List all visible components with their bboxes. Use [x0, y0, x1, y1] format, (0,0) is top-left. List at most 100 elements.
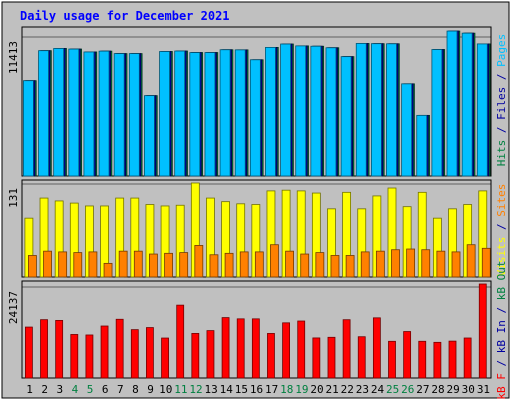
bar-kbytes-kb-f-10 — [161, 337, 169, 379]
day-label-6: 6 — [102, 383, 109, 396]
bar-kbytes-kb-f-29 — [448, 340, 457, 379]
bar-sites-sites-22 — [345, 255, 355, 278]
day-label-7: 7 — [117, 383, 124, 396]
bar-kbytes-kb-f-12 — [191, 333, 200, 379]
bar-hits-pages-2 — [38, 50, 49, 177]
bar-hits-pages-29 — [446, 30, 458, 177]
panel-sites: 131 Visits / Sites — [7, 179, 508, 278]
max-label-kbytes: 24137 — [7, 291, 20, 324]
bar-kbytes-kb-f-31 — [478, 283, 487, 379]
legend-entry: / — [495, 67, 508, 87]
bar-kbytes-kb-f-11 — [176, 304, 185, 379]
day-labels: 1 2 3 4 5 6 7 8 9 10 11 12 13 14 15 16 17 18 19 20 21 22 23 24 2… — [26, 383, 490, 396]
bar-kbytes-kb-f-23 — [357, 336, 366, 379]
bar-hits-pages-24 — [370, 43, 382, 177]
day-label-28: 28 — [431, 383, 444, 396]
legend-entry: kB F — [495, 373, 508, 400]
legend-entry: kB Out — [495, 260, 508, 300]
day-label-15: 15 — [235, 383, 248, 396]
bar-kbytes-kb-f-18 — [282, 322, 290, 379]
bar-kbytes-kb-f-26 — [403, 331, 412, 379]
bars-hits — [22, 30, 491, 177]
day-label-2: 2 — [41, 383, 48, 396]
bar-sites-sites-1 — [27, 255, 37, 278]
bar-kbytes-kb-f-16 — [251, 318, 260, 379]
bars-kbytes — [24, 283, 487, 379]
bar-hits-pages-8 — [128, 53, 140, 177]
bar-sites-sites-4 — [73, 252, 83, 278]
bar-kbytes-kb-f-13 — [206, 330, 215, 379]
bar-sites-sites-11 — [179, 252, 189, 278]
bar-sites-sites-28 — [436, 250, 446, 278]
bar-hits-pages-3 — [53, 48, 65, 177]
bar-kbytes-kb-f-20 — [312, 337, 321, 379]
chart-title: Daily usage for December 2021 — [20, 9, 230, 23]
bar-hits-pages-1 — [22, 80, 34, 177]
legend-hits: Hits / Files / Pages — [495, 34, 508, 167]
legend-entry: / — [495, 120, 508, 140]
bar-hits-pages-7 — [113, 53, 125, 177]
bar-hits-pages-28 — [431, 49, 443, 177]
bar-hits-pages-14 — [219, 49, 231, 177]
bar-sites-sites-3 — [58, 251, 68, 278]
day-label-25: 25 — [386, 383, 399, 396]
bar-sites-sites-6 — [103, 262, 113, 278]
bar-hits-pages-11 — [174, 50, 186, 177]
bar-kbytes-kb-f-27 — [418, 340, 427, 379]
day-label-11: 11 — [174, 383, 187, 396]
bar-hits-pages-18 — [280, 43, 291, 177]
bar-hits-pages-17 — [265, 47, 276, 177]
bar-sites-sites-14 — [224, 252, 234, 278]
bar-kbytes-kb-f-2 — [40, 319, 48, 379]
bar-sites-sites-24 — [375, 250, 385, 278]
legend-sites: Visits / Sites — [495, 184, 508, 277]
bar-hits-pages-16 — [249, 59, 261, 177]
day-label-12: 12 — [189, 383, 202, 396]
bar-hits-pages-10 — [159, 51, 170, 177]
legend-entry: / — [495, 300, 508, 320]
bar-sites-sites-27 — [421, 249, 431, 278]
day-label-21: 21 — [326, 383, 339, 396]
bar-hits-pages-21 — [325, 47, 337, 177]
bar-sites-sites-17 — [270, 244, 279, 278]
legend-entry: Pages — [495, 34, 508, 67]
day-label-24: 24 — [371, 383, 385, 396]
bar-kbytes-kb-f-4 — [70, 334, 79, 379]
bar-kbytes-kb-f-3 — [55, 319, 64, 379]
bar-kbytes-kb-f-24 — [372, 317, 381, 379]
day-label-5: 5 — [87, 383, 94, 396]
bar-sites-sites-23 — [360, 251, 370, 278]
bar-kbytes-kb-f-9 — [146, 327, 154, 379]
bar-sites-sites-15 — [239, 251, 249, 278]
bar-kbytes-kb-f-7 — [115, 318, 124, 379]
day-label-29: 29 — [447, 383, 460, 396]
bar-sites-sites-8 — [133, 250, 143, 278]
bar-hits-pages-13 — [204, 52, 216, 177]
bar-hits-pages-31 — [476, 43, 488, 177]
bar-kbytes-kb-f-15 — [236, 318, 245, 379]
bar-hits-pages-25 — [386, 43, 397, 177]
bar-hits-pages-23 — [355, 43, 367, 177]
day-label-4: 4 — [72, 383, 79, 396]
day-label-3: 3 — [57, 383, 64, 396]
day-label-9: 9 — [147, 383, 154, 396]
day-label-18: 18 — [280, 383, 293, 396]
legend-kbytes: kB F / kB In / kB Out — [495, 260, 508, 399]
bar-sites-sites-26 — [406, 248, 416, 278]
day-label-19: 19 — [295, 383, 308, 396]
panel-hits: 11413 Hits / Files / Pages — [7, 26, 508, 177]
bar-hits-pages-22 — [340, 56, 352, 177]
bar-sites-sites-16 — [254, 251, 264, 278]
bar-kbytes-kb-f-25 — [388, 340, 396, 379]
bar-hits-pages-15 — [234, 49, 246, 177]
bars-sites — [24, 182, 491, 278]
bar-kbytes-kb-f-6 — [100, 325, 109, 379]
bar-kbytes-kb-f-30 — [463, 337, 472, 379]
bar-hits-pages-9 — [144, 95, 155, 177]
legend-entry: Visits — [495, 237, 508, 277]
bar-sites-sites-5 — [88, 251, 98, 278]
bar-sites-sites-19 — [300, 253, 310, 278]
